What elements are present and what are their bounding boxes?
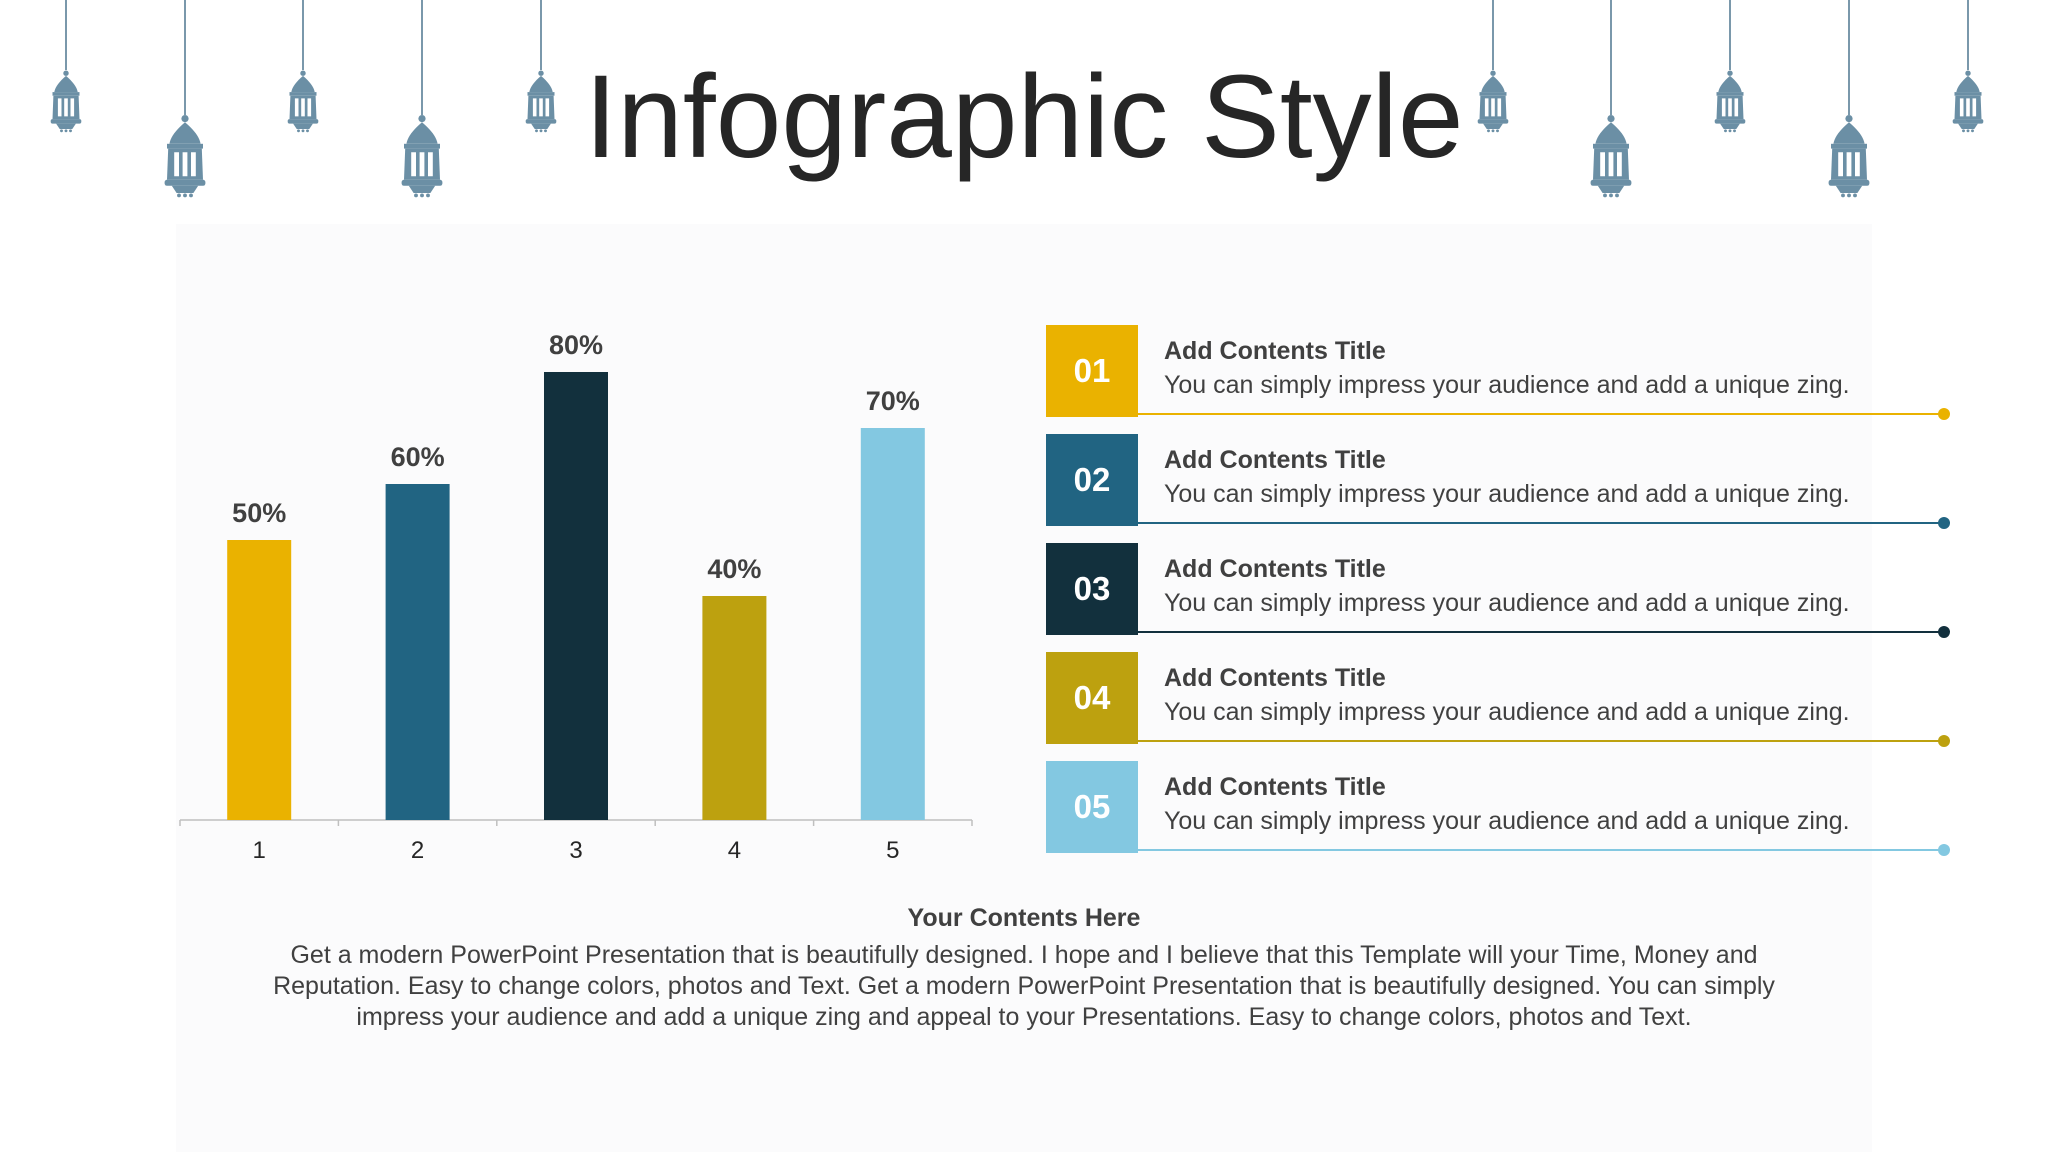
- lantern-icon: [161, 0, 209, 199]
- item-title: Add Contents Title: [1164, 337, 1386, 365]
- item-description: You can simply impress your audience and…: [1164, 589, 1850, 617]
- item-number-badge: 01: [1046, 325, 1138, 417]
- item-underline: [1138, 413, 1944, 415]
- lantern-icon: [1475, 0, 1511, 134]
- x-tick-label: 1: [253, 837, 266, 864]
- item-dot: [1938, 844, 1950, 856]
- item-description: You can simply impress your audience and…: [1164, 807, 1850, 835]
- lantern-icon: [285, 0, 321, 134]
- list-item: 05 Add Contents Title You can simply imp…: [1046, 761, 1950, 856]
- footer-text: Get a modern PowerPoint Presentation tha…: [273, 941, 1775, 1031]
- item-dot: [1938, 408, 1950, 420]
- x-tick-label: 4: [728, 837, 741, 864]
- footer-title: Your Contents Here: [907, 904, 1141, 932]
- bar-data-label: 40%: [707, 554, 761, 584]
- item-number-badge: 04: [1046, 652, 1138, 744]
- item-underline: [1138, 849, 1944, 851]
- chart-bar: [860, 428, 925, 820]
- chart-bar: [544, 372, 608, 820]
- x-tick-label: 2: [411, 837, 424, 864]
- x-tick-label: 5: [886, 837, 899, 864]
- item-underline: [1138, 522, 1944, 524]
- lantern-icon: [523, 0, 559, 134]
- bar-data-label: 50%: [232, 498, 286, 528]
- item-dot: [1938, 626, 1950, 638]
- lantern-icon: [1950, 0, 1986, 134]
- bar-data-label: 80%: [549, 330, 603, 360]
- list-item: 04 Add Contents Title You can simply imp…: [1046, 652, 1950, 747]
- item-underline: [1138, 740, 1944, 742]
- item-number-badge: 03: [1046, 543, 1138, 635]
- slide-title: Infographic Style: [584, 51, 1464, 183]
- lantern-icon: [1587, 0, 1635, 199]
- item-dot: [1938, 517, 1950, 529]
- item-description: You can simply impress your audience and…: [1164, 480, 1850, 508]
- item-title: Add Contents Title: [1164, 446, 1386, 474]
- bar-chart: 50% 1 60% 2 80% 3 40% 4 70% 5: [179, 330, 973, 864]
- list-item: 02 Add Contents Title You can simply imp…: [1046, 434, 1950, 529]
- lantern-icon: [398, 0, 446, 199]
- item-underline: [1138, 631, 1944, 633]
- item-description: You can simply impress your audience and…: [1164, 698, 1850, 726]
- item-number-badge: 02: [1046, 434, 1138, 526]
- item-description: You can simply impress your audience and…: [1164, 371, 1850, 399]
- content-panel: [176, 224, 1872, 1152]
- item-title: Add Contents Title: [1164, 773, 1386, 801]
- item-title: Add Contents Title: [1164, 664, 1386, 692]
- item-title: Add Contents Title: [1164, 555, 1386, 583]
- chart-bar: [227, 540, 292, 820]
- lantern-icon: [1825, 0, 1873, 199]
- lantern-icon: [1712, 0, 1748, 134]
- list-item: 01 Add Contents Title You can simply imp…: [1046, 325, 1950, 420]
- chart-bar: [385, 484, 450, 820]
- item-dot: [1938, 735, 1950, 747]
- x-tick-label: 3: [569, 837, 582, 864]
- list-item: 03 Add Contents Title You can simply imp…: [1046, 543, 1950, 638]
- lantern-icon: [48, 0, 84, 134]
- chart-bar: [702, 596, 767, 820]
- item-number-badge: 05: [1046, 761, 1138, 853]
- bar-data-label: 60%: [391, 442, 445, 472]
- lantern-decorations: [0, 0, 2048, 210]
- bar-data-label: 70%: [866, 386, 920, 416]
